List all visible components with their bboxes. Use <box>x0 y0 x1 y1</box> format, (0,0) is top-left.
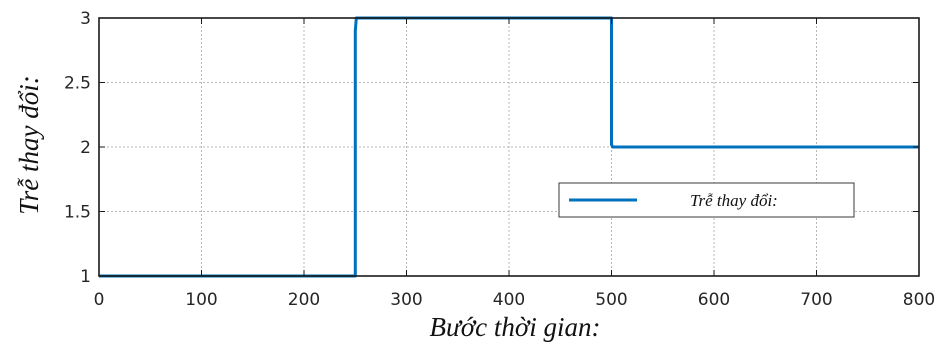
x-tick-label: 400 <box>493 290 525 310</box>
tick-labels: 0 100 200 300 400 500 600 700 800 1 1.5 2 2.5 3 <box>64 9 935 310</box>
legend: Trễ thay đổi: <box>558 182 855 218</box>
y-axis-title: Trễ thay đổi: <box>14 75 44 215</box>
y-tick-label: 3 <box>80 9 91 29</box>
x-tick-label: 0 <box>94 290 105 310</box>
x-tick-label: 100 <box>185 290 217 310</box>
legend-label: Trễ thay đổi: <box>690 191 778 210</box>
x-tick-label: 300 <box>390 290 422 310</box>
x-axis-title: Bước thời gian: <box>429 312 600 342</box>
y-tick-label: 2.5 <box>64 74 91 94</box>
x-tick-label: 200 <box>288 290 320 310</box>
x-tick-label: 800 <box>903 290 935 310</box>
x-tick-label: 700 <box>800 290 832 310</box>
y-tick-label: 1 <box>80 267 91 287</box>
axis-ticks <box>98 17 920 277</box>
y-tick-label: 2 <box>80 138 91 158</box>
x-tick-label: 500 <box>595 290 627 310</box>
x-tick-label: 600 <box>698 290 730 310</box>
y-tick-label: 1.5 <box>64 203 91 223</box>
